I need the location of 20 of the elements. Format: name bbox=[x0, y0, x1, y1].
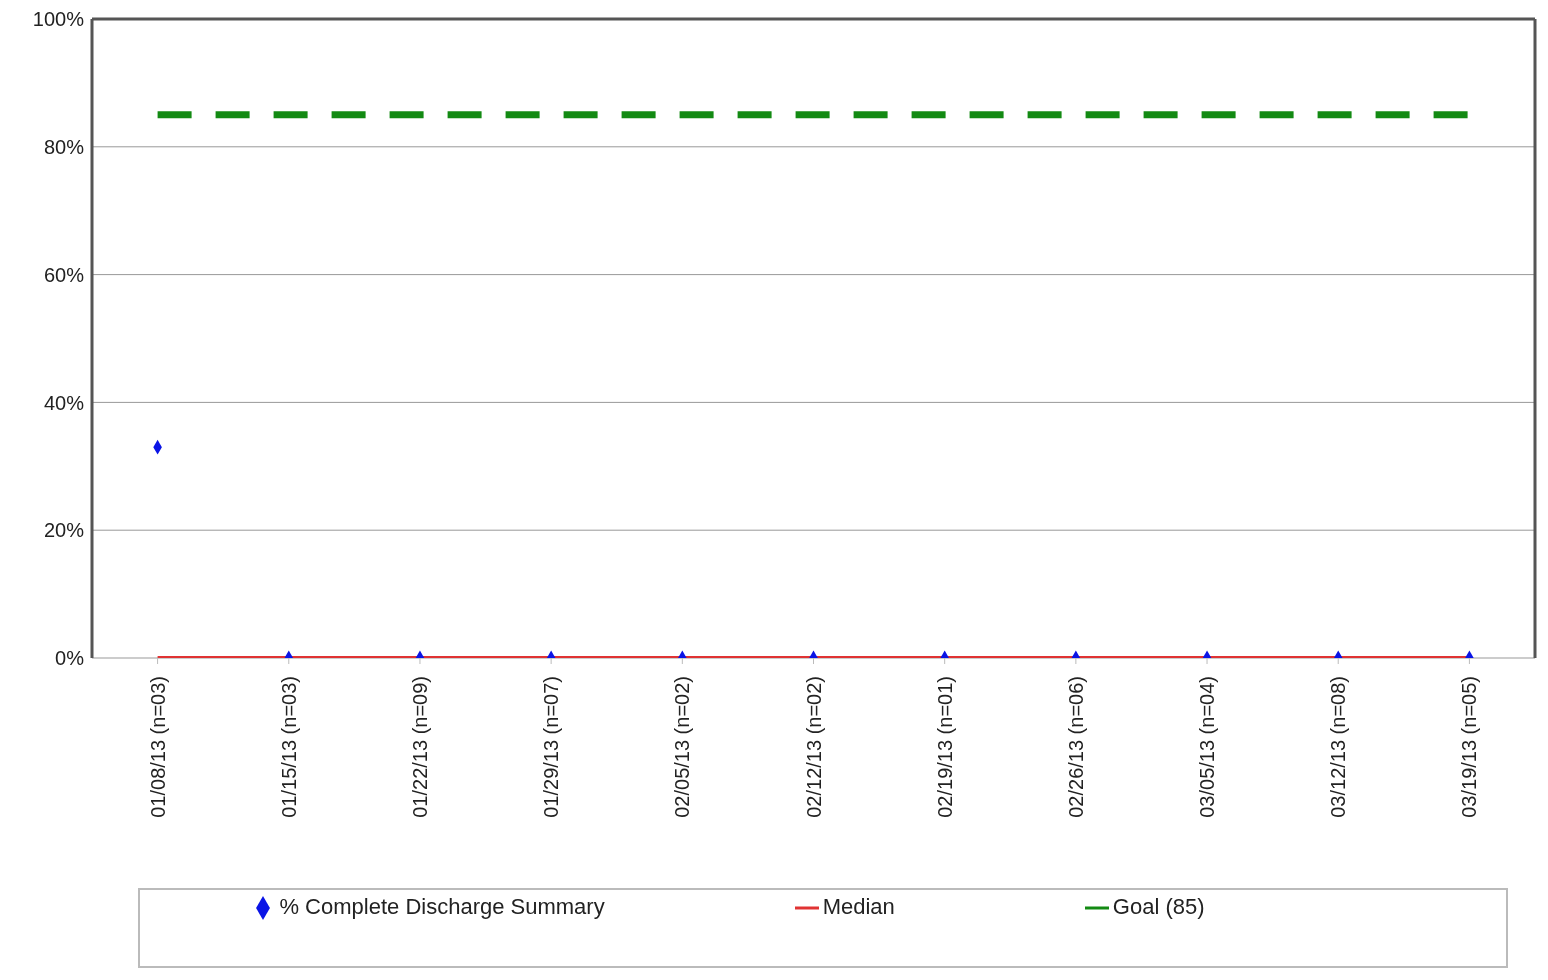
x-tick-label: 01/08/13 (n=03) bbox=[146, 676, 169, 818]
x-tick-label: 02/05/13 (n=02) bbox=[671, 676, 694, 818]
x-tick-label: 02/12/13 (n=02) bbox=[802, 676, 825, 818]
x-tick-label: 03/12/13 (n=08) bbox=[1327, 676, 1350, 818]
x-tick-label: 01/15/13 (n=03) bbox=[277, 676, 300, 818]
y-tick-label: 100% bbox=[32, 8, 85, 31]
y-tick-label: 20% bbox=[43, 519, 85, 542]
x-tick-label: 03/19/13 (n=05) bbox=[1458, 676, 1481, 818]
x-tick-label: 01/22/13 (n=09) bbox=[408, 676, 431, 818]
x-tick-label: 01/29/13 (n=07) bbox=[540, 676, 563, 818]
x-tick-label: 02/26/13 (n=06) bbox=[1064, 676, 1087, 818]
legend-label: Goal (85) bbox=[1112, 894, 1205, 919]
x-tick-label: 02/19/13 (n=01) bbox=[933, 676, 956, 818]
x-tick-label: 03/05/13 (n=04) bbox=[1196, 676, 1219, 818]
legend-label: Median bbox=[822, 894, 895, 919]
y-tick-label: 40% bbox=[43, 391, 85, 414]
y-tick-label: 80% bbox=[43, 135, 85, 158]
legend-label: % Complete Discharge Summary bbox=[279, 894, 605, 919]
y-tick-label: 0% bbox=[55, 647, 85, 670]
y-tick-label: 60% bbox=[43, 263, 85, 286]
